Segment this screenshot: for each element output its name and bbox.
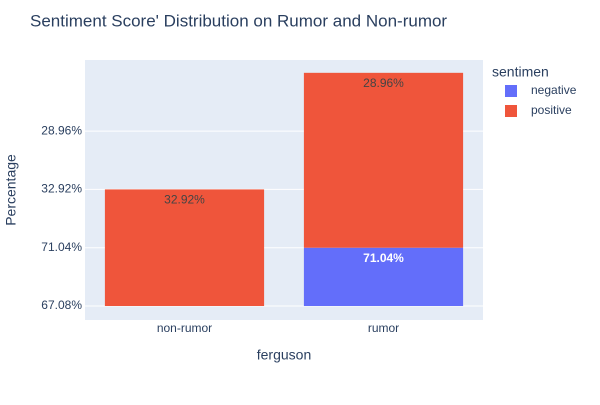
legend-title: sentimen: [492, 64, 549, 80]
legend-label: negative: [531, 83, 577, 97]
y-tick-label: 67.08%: [41, 298, 82, 312]
bar: [303, 247, 464, 307]
legend-label: positive: [531, 103, 572, 117]
y-axis-title: Percentage: [3, 154, 19, 226]
y-tick-label: 71.04%: [41, 240, 82, 254]
chart-title: Sentiment Score' Distribution on Rumor a…: [30, 11, 447, 30]
bar: [303, 72, 464, 248]
data-label: 32.92%: [164, 193, 205, 207]
legend-swatch: [505, 105, 517, 117]
x-axis-title: ferguson: [257, 347, 311, 363]
y-tick-label: 32.92%: [41, 182, 82, 196]
legend-swatch: [505, 85, 517, 97]
data-label: 71.04%: [363, 251, 404, 265]
x-tick-label: rumor: [368, 321, 399, 335]
bar: [104, 189, 265, 307]
x-tick-label: non-rumor: [157, 321, 212, 335]
y-tick-label: 28.96%: [41, 123, 82, 137]
data-label: 28.96%: [363, 76, 404, 90]
